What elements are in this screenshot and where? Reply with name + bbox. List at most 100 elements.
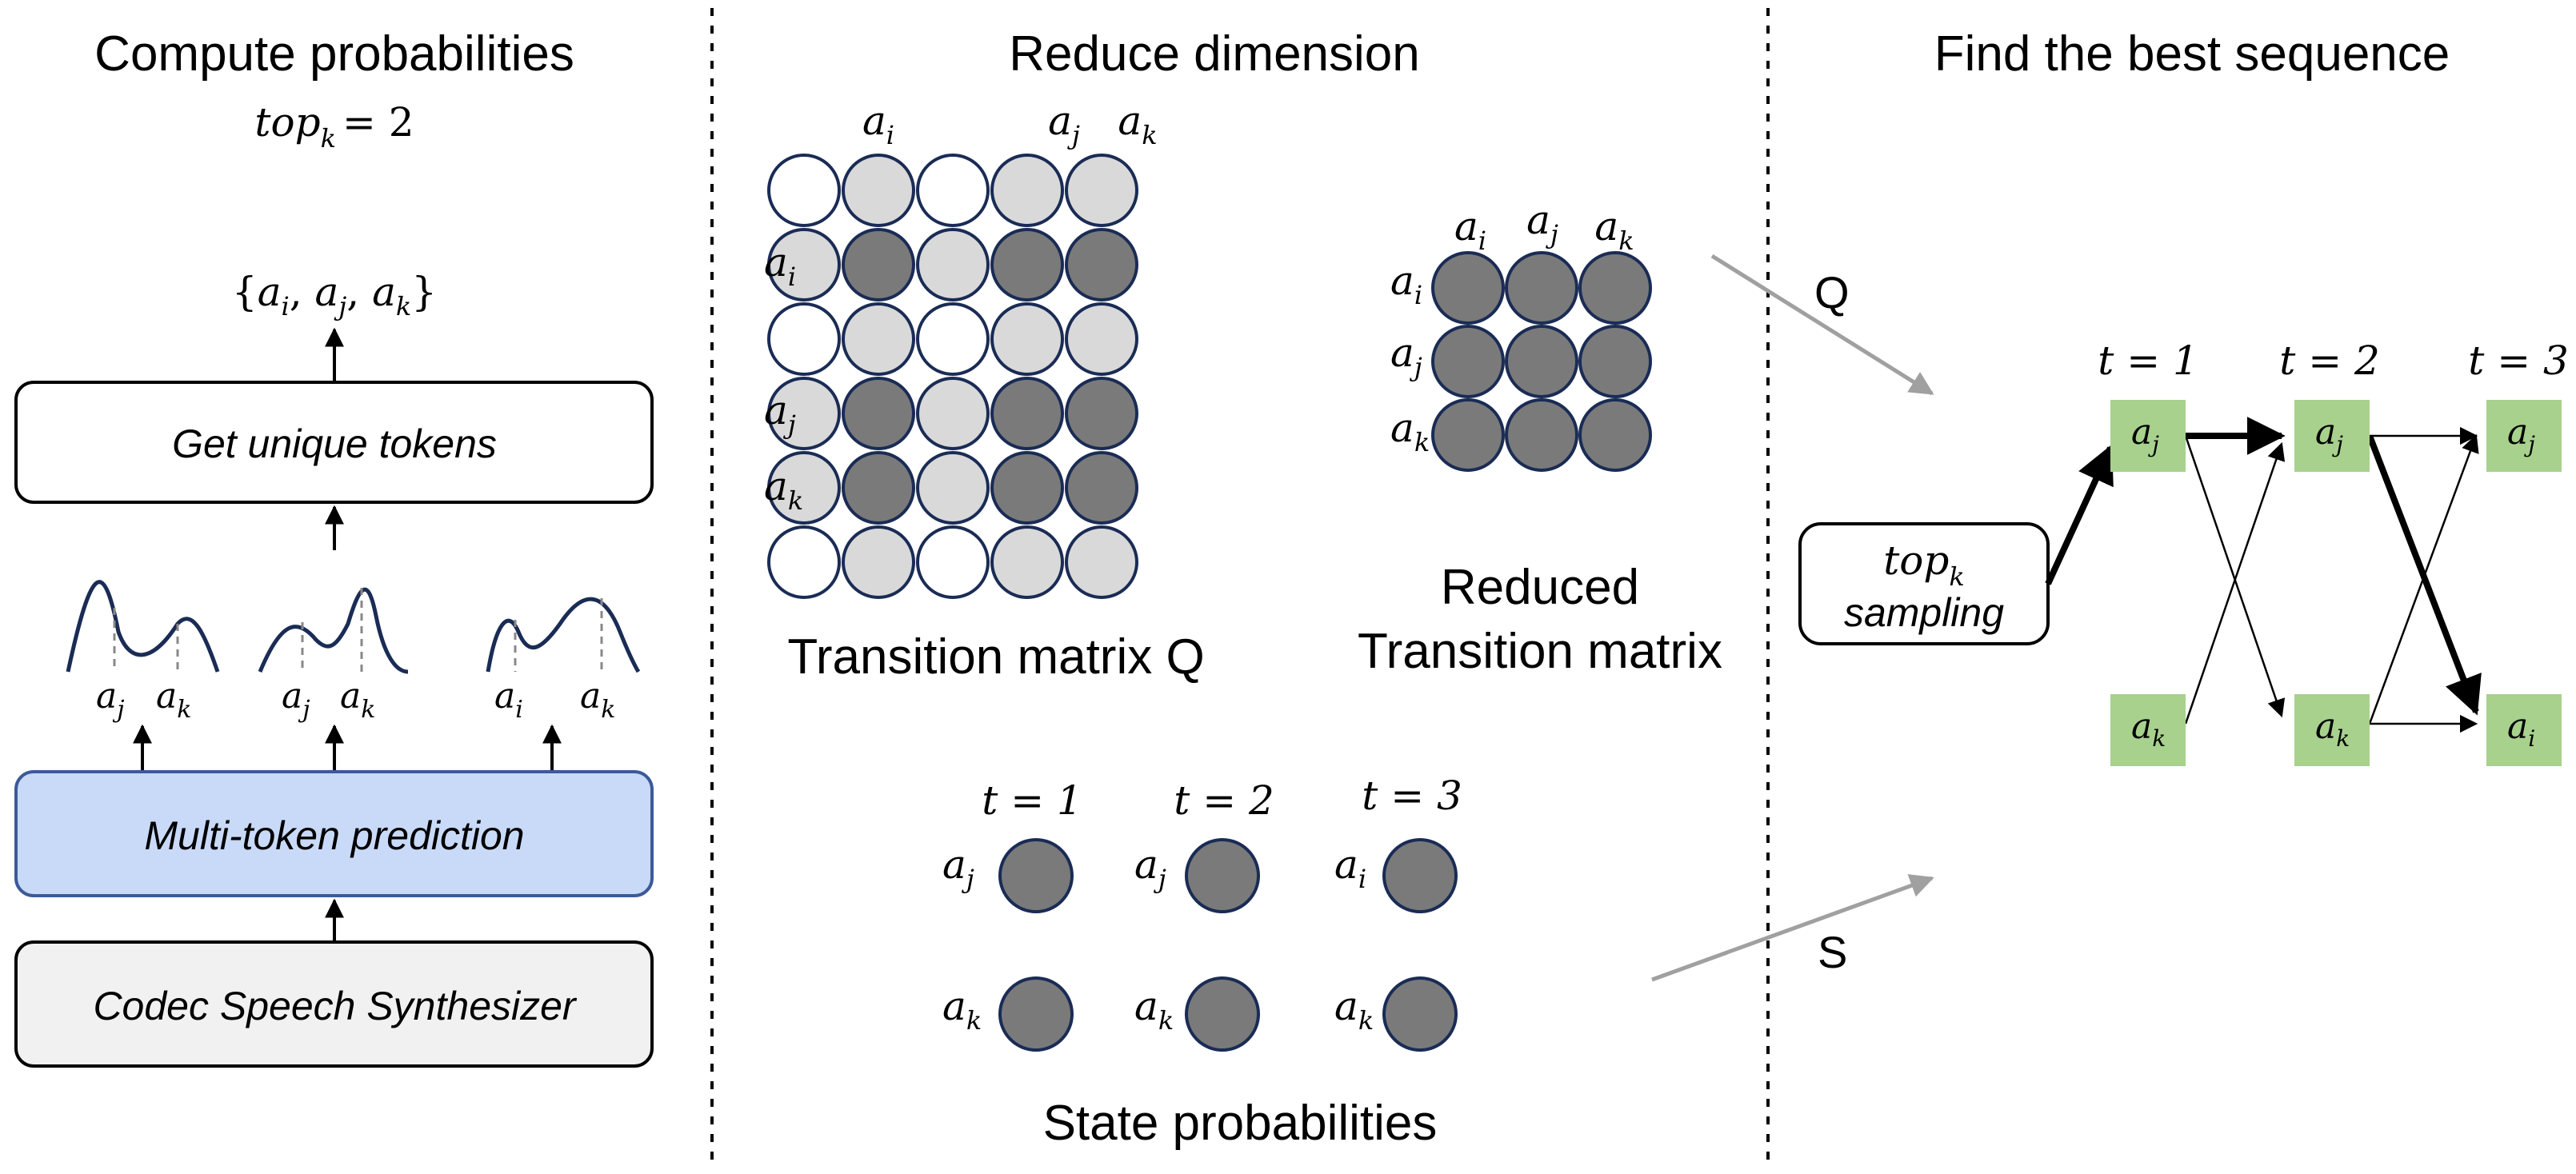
q-cell-r3-c4 [990,302,1064,376]
q-cell-r1-c2 [842,154,915,227]
get-unique-tokens-label: Get unique tokens [172,421,497,466]
q-cell-r5-c1 [767,451,841,525]
seq-node-t3-bottom-label: ai [2507,706,2535,752]
q-cell-r4-c1 [767,377,841,450]
s-input-arrow [1651,874,1934,982]
multi-token-prediction-label: Multi-token prediction [144,813,524,858]
reduced-row-label-j: aj [1390,329,1422,382]
distribution-3-label-i: ai [494,676,523,724]
distribution-curve-2 [258,587,409,674]
seq-node-t1-top: aj [2110,400,2186,472]
q-input-arrow [1710,254,1934,396]
distribution-2: aj ak [258,587,409,724]
topk-sampling-line1: topk [1883,537,1965,592]
distribution-1-label-k: ak [156,676,191,724]
reduced-col-label-k: ak [1594,203,1634,256]
seq-time-3: t = 3 [2468,337,2569,384]
middle-panel-title: Reduce dimension [1009,26,1420,82]
q-cell-r2-c5 [1065,228,1138,301]
seq-node-t3-top-box [2486,400,2562,472]
reduced-caption-line2: Transition matrix [1358,624,1722,679]
best-path-sampling-to-t1 [2045,444,2114,585]
q-cell-r2-c1 [767,228,841,301]
seq-node-t1-bottom: ak [2110,694,2186,766]
q-col-label-k: ak [1118,98,1157,150]
state-2-top-label: aj [1134,841,1166,894]
distribution-1-label-j: aj [96,676,125,724]
distribution-curve-3 [486,597,641,673]
seq-node-t1-bottom-box [2110,694,2186,766]
state-3-top-label: ai [1334,841,1366,894]
q-cell-r4-c2 [842,377,915,450]
q-cell-r5-c3 [916,451,990,525]
reduced-cell-r2-c1 [1431,325,1505,398]
transition-matrix-q [767,154,1138,599]
seq-node-t3-bottom: ai [2486,694,2562,766]
right-panel-title: Find the best sequence [1934,26,2450,82]
state-time-1: t = 1 [982,777,1082,824]
reduced-row-label-i: ai [1390,258,1422,310]
edge-t1-bottom-to-t2-top [2184,441,2286,725]
q-cell-r4-c5 [1065,377,1138,450]
seq-node-t3-top: aj [2486,400,2562,472]
q-cell-r2-c4 [990,228,1064,301]
best-path-t2-to-t3 [2366,434,2482,716]
reduced-col-label-j: aj [1526,197,1558,250]
edge-t1-top-to-t2-bottom [2184,435,2286,718]
q-cell-r6-c5 [1065,525,1138,599]
seq-node-t2-bottom-box [2294,694,2370,766]
q-cell-r3-c1 [767,302,841,376]
right-panel: Find the best sequence Q S topk sampling… [1798,26,2569,977]
q-arrow-label: Q [1814,267,1850,317]
distribution-1: aj ak [66,580,220,724]
state-1-top-label: aj [942,841,974,894]
distribution-2-label-k: ak [340,676,375,724]
state-time-2: t = 2 [1174,777,1274,824]
reduced-cell-r1-c3 [1578,251,1652,325]
left-panel: Compute probabilities topk = 2 {ai, aj, a… [14,26,654,1068]
unique-token-set: {ai, aj, ak} [232,269,437,321]
seq-node-t2-bottom: ak [2294,694,2370,766]
distribution-3-label-k: ak [580,676,615,724]
multi-token-prediction-box [14,770,654,897]
q-row-label-i: ai [764,239,796,292]
transition-matrix-q-caption: Transition matrix Q [787,629,1204,685]
q-cell-r1-c1 [767,154,841,227]
seq-node-t1-top-label: aj [2131,412,2159,457]
state-1-top-circle [998,838,1074,913]
state-3-bottom-label: ak [1334,983,1374,1036]
q-cell-r1-c3 [916,154,990,227]
q-cell-r6-c2 [842,525,915,599]
q-row-label-k: ak [764,463,803,516]
left-panel-title: Compute probabilities [94,26,574,82]
reduced-cell-r3-c3 [1578,398,1652,472]
state-3-top-circle [1382,838,1458,913]
reduced-cell-r3-c1 [1431,398,1505,472]
state-2-bottom-label: ak [1134,983,1174,1036]
seq-node-t3-top-label: aj [2507,412,2535,457]
distribution-curve-1 [66,580,220,673]
q-cell-r5-c2 [842,451,915,525]
q-cell-r3-c3 [916,302,990,376]
state-2-top-circle [1185,838,1260,913]
q-cell-r4-c3 [916,377,990,450]
topk-formula: topk = 2 [254,99,414,154]
seq-node-t2-top-box [2294,400,2370,472]
q-cell-r1-c5 [1065,154,1138,227]
q-cell-r1-c4 [990,154,1064,227]
s-arrow-label: S [1818,927,1847,977]
seq-node-t1-top-box [2110,400,2186,472]
seq-node-t2-top: aj [2294,400,2370,472]
distribution-3: ai ak [486,597,641,724]
seq-node-t3-bottom-box [2486,694,2562,766]
reduced-row-label-k: ak [1390,405,1430,457]
q-cell-r6-c4 [990,525,1064,599]
q-col-label-i: ai [862,98,894,150]
q-cell-r2-c2 [842,228,915,301]
state-column-1: aj ak [942,838,1074,1052]
state-1-bottom-circle [998,976,1074,1052]
state-column-2: aj ak [1134,838,1260,1052]
reduced-caption-line1: Reduced [1441,560,1639,615]
seq-node-t1-bottom-label: ak [2131,706,2166,752]
reduced-cell-r1-c1 [1431,251,1505,325]
